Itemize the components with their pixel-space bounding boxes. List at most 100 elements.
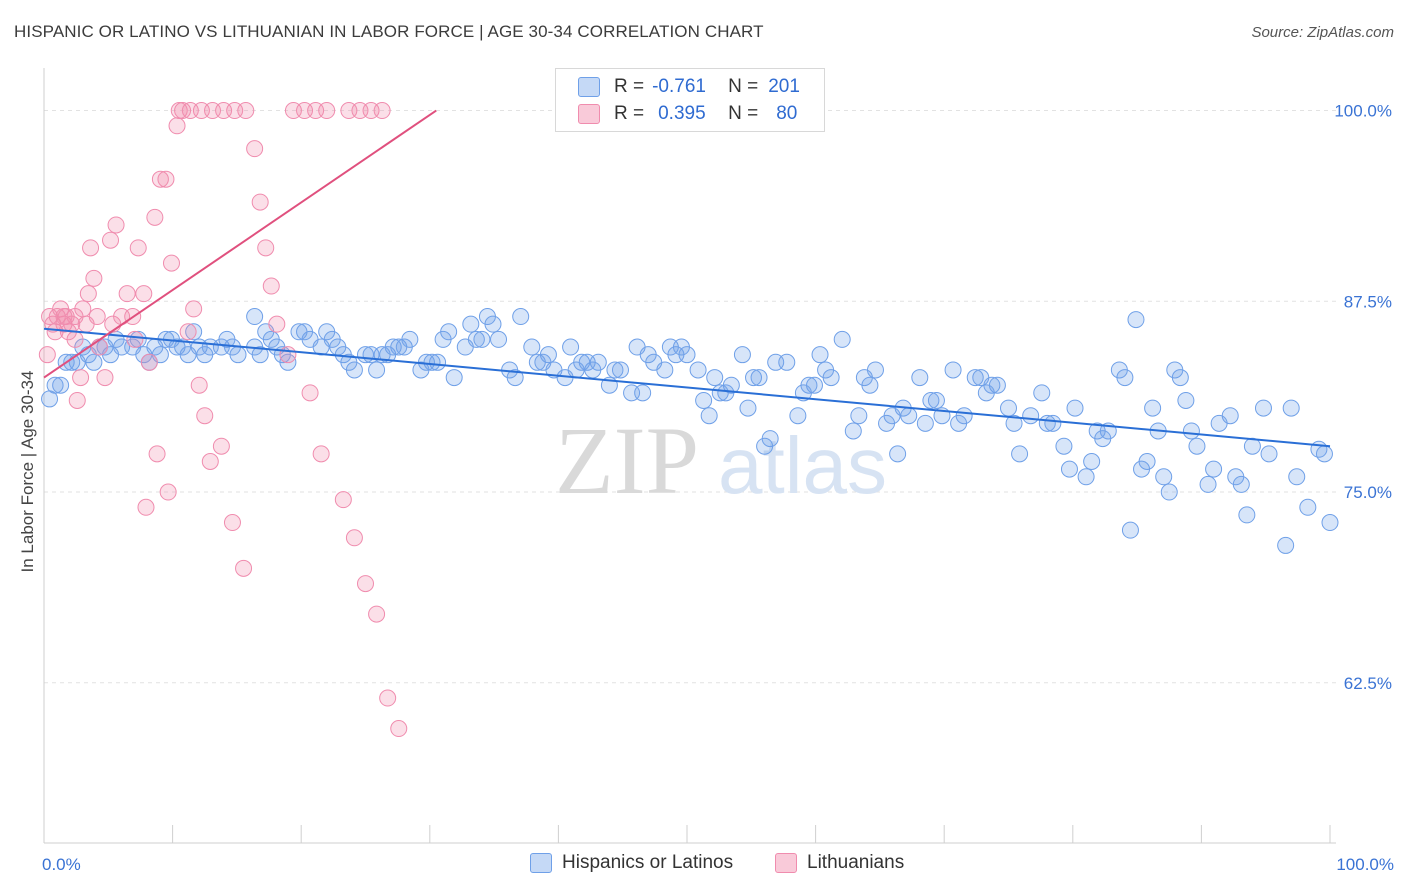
point-hispanic [1138,453,1156,470]
x-tick-label: 0.0% [42,855,81,874]
point-lithuanian [146,208,164,226]
bottom-legend-swatch-lithuanian [775,853,797,873]
point-hispanic [634,384,652,402]
point-hispanic [611,361,629,379]
bottom-legend-swatch-hispanic [530,853,552,873]
point-lithuanian [96,369,114,387]
point-hispanic [722,376,740,394]
point-hispanic [1221,407,1239,425]
point-lithuanian [68,391,86,409]
watermark-zip: ZIP [555,407,699,514]
point-hispanic [1155,468,1173,486]
point-hispanic [1000,399,1017,417]
legend-r-label: R = [614,76,645,97]
point-lithuanian [107,216,125,234]
axes [43,68,1336,844]
point-hispanic [462,315,480,333]
point-lithuanian [66,330,84,348]
point-hispanic [822,369,840,387]
point-lithuanian [246,140,264,158]
point-lithuanian [368,605,386,623]
point-hispanic [850,407,868,425]
point-hispanic [922,391,940,409]
point-hispanic [1160,483,1178,501]
point-hispanic [523,338,541,356]
trend-line-hispanic [43,327,1331,448]
point-lithuanian [185,300,203,318]
point-lithuanian [190,376,208,394]
point-lithuanian [151,170,169,188]
y-tick-label: 87.5% [1344,292,1392,311]
point-lithuanian [85,269,103,287]
point-hispanic [983,376,1001,394]
y-tick-label: 75.0% [1344,483,1392,502]
point-hispanic [889,445,907,463]
point-hispanic [1022,407,1040,425]
point-hispanic [589,353,607,371]
legend-n-label: N = [728,76,759,97]
point-lithuanian [140,353,158,371]
point-hispanic [700,407,718,425]
bottom-legend-label-hispanic: Hispanics or Latinos [562,852,734,873]
point-hispanic [1060,460,1078,478]
point-hispanic [745,369,763,387]
point-lithuanian [72,369,90,387]
point-hispanic [1116,369,1134,387]
trend-lines [43,109,1331,448]
point-lithuanian [390,720,408,738]
point-lithuanian [82,239,100,257]
point-lithuanian [201,453,219,470]
point-hispanic [423,353,441,371]
point-lithuanian [129,239,147,257]
point-hispanic [1188,437,1206,455]
point-hispanic [1171,369,1189,387]
point-hispanic [844,422,862,440]
bottom-legend-lithuanian: Lithuanians [775,852,904,874]
point-hispanic [761,430,779,448]
point-lithuanian [235,559,253,577]
point-lithuanian [38,346,56,364]
point-lithuanian [345,529,363,547]
point-hispanic [866,361,884,379]
watermark-atlas: atlas [718,421,887,510]
point-hispanic [1005,414,1023,432]
y-tick-label: 62.5% [1344,674,1392,693]
point-hispanic [706,369,724,387]
point-hispanic [900,407,918,425]
point-lithuanian [237,102,255,120]
point-hispanic [1277,536,1295,554]
bottom-legend-label-lithuanian: Lithuanians [807,852,905,873]
point-hispanic [944,361,962,379]
point-hispanic [246,308,264,326]
point-hispanic [733,346,751,364]
point-hispanic [473,330,491,348]
legend-n-value: 201 [768,76,800,97]
point-hispanic [805,376,823,394]
point-lithuanian [102,231,120,249]
point-hispanic [1066,399,1084,417]
point-hispanic [345,361,363,379]
point-hispanic [467,330,485,348]
point-lithuanian [196,407,214,425]
legend: R = -0.761 N = 201 R = 0.395 N = 80 [555,68,825,132]
point-hispanic [1238,506,1256,524]
trend-line-lithuanian [43,109,437,379]
point-hispanic [63,353,81,371]
legend-n-label: N = [728,103,759,124]
point-hispanic [562,338,580,356]
point-lithuanian [66,308,84,326]
point-hispanic [1127,311,1145,329]
point-lithuanian [279,346,297,364]
point-lithuanian [373,102,391,120]
legend-row-hispanic: R = -0.761 N = 201 [578,75,800,99]
point-hispanic [368,361,386,379]
x-tick-label: 100.0% [1336,855,1394,874]
point-lithuanian [312,445,330,463]
point-hispanic [401,330,419,348]
point-lithuanian [262,277,280,295]
point-hispanic [861,376,879,394]
point-hispanic [1205,460,1223,478]
point-hispanic [1199,475,1217,493]
chart-title: HISPANIC OR LATINO VS LITHUANIAN IN LABO… [14,22,764,41]
point-hispanic [911,369,929,387]
